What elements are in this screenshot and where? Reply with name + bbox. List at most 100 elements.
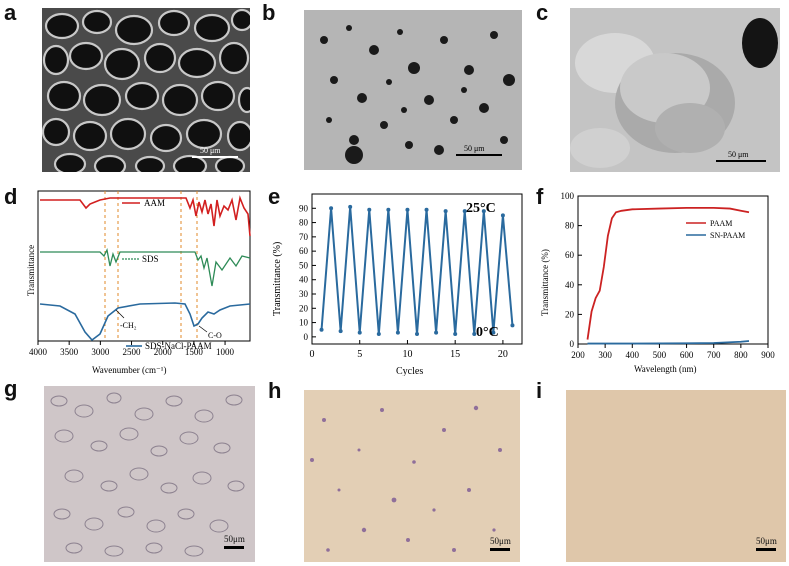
chart-f-xlabel: Wavelength (nm) <box>634 364 697 374</box>
chart-f-xtick-label: 500 <box>653 350 667 360</box>
chart-e-xtick-label: 15 <box>450 349 460 360</box>
sem-scale-label-a: 50 μm <box>200 146 221 155</box>
chart-e-point <box>415 332 419 336</box>
chart-e-point <box>386 207 391 212</box>
panel-label-f: f <box>536 184 544 209</box>
chart-d-xtick-label: 2500 <box>123 347 142 357</box>
chart-f-xtick-label: 400 <box>626 350 640 360</box>
chart-f-ytick-label: 20 <box>565 309 575 319</box>
chart-e-annotation-0c: 0°C <box>476 325 499 340</box>
chart-e-point <box>462 209 467 214</box>
chart-e-point <box>510 323 515 328</box>
chart-f-ytick-label: 0 <box>570 339 575 349</box>
panel-label-d: d <box>4 184 18 209</box>
sem-texture-c <box>570 8 780 172</box>
chart-f-ylabel: Transmittance (%) <box>540 249 550 316</box>
sem-scale-label-c: 50 μm <box>728 150 749 159</box>
chart-d-ylabel: Transmittance <box>26 245 36 296</box>
chart-d-frame <box>37 190 251 342</box>
chart-e-ytick-label: 90 <box>299 203 309 213</box>
panel-label-c: c <box>536 0 549 25</box>
chart-d-xtick-label: 1500 <box>185 347 204 357</box>
sem-image-c: 50 μm <box>570 8 780 172</box>
chart-e-point <box>472 332 477 336</box>
chart-e-ytick-label: 60 <box>299 246 309 256</box>
micro-scale-label-g: 50μm <box>224 534 245 544</box>
sem-texture-a <box>42 8 250 172</box>
sem-scale-label-b: 50 μm <box>464 144 485 153</box>
chart-e-xtick-label: 0 <box>310 349 315 360</box>
chart-e-point <box>329 206 334 211</box>
chart-d-xtick-label: 3000 <box>91 347 110 357</box>
micro-scalebar-i <box>756 548 776 551</box>
chart-e-xtick-label: 5 <box>357 349 362 360</box>
chart-e-ytick-label: 40 <box>299 275 309 285</box>
chart-d: AAM SDS SDS-NaCl-PAAM -CH₂ C-O Transmitt… <box>26 190 251 375</box>
micro-texture-g <box>44 386 255 562</box>
chart-f-plot <box>586 206 750 345</box>
chart-e-ytick-label: 50 <box>299 260 309 270</box>
chart-e-point <box>453 332 458 336</box>
sem-scalebar-a <box>192 156 238 158</box>
panel-label-g: g <box>4 376 18 401</box>
chart-f-xtick-label: 700 <box>707 350 721 360</box>
chart-d-annotation-co: C-O <box>208 331 222 340</box>
chart-f-xtick-label: 200 <box>571 350 585 360</box>
micro-scale-label-h: 50μm <box>490 536 511 546</box>
chart-e-frame <box>311 193 523 345</box>
chart-e-point <box>424 207 429 212</box>
chart-f-legend-sn-paam: SN-PAAM <box>710 231 745 240</box>
sem-image-a: 50 μm <box>42 8 250 172</box>
sem-texture-b <box>304 10 522 170</box>
chart-e-annotation-25c: 25°C <box>466 201 496 216</box>
chart-e-ytick-label: 10 <box>299 318 309 328</box>
chart-e-ytick-label: 70 <box>299 232 309 242</box>
chart-f-yticks: 0 20 40 60 80 100 <box>561 191 582 349</box>
chart-e-plot <box>319 204 515 336</box>
chart-f-ytick-label: 40 <box>565 280 575 290</box>
chart-e-ylabel: Transmittance (%) <box>272 242 283 316</box>
chart-d-series-aam <box>40 195 251 237</box>
chart-e-xtick-label: 10 <box>402 349 412 360</box>
panel-label-b: b <box>262 0 276 25</box>
chart-e-ytick-label: 30 <box>299 289 309 299</box>
chart-d-arrow-ch2 <box>115 309 125 319</box>
chart-d-legend-aam: AAM <box>144 198 165 208</box>
micro-texture-h <box>304 390 520 562</box>
micro-image-i: 50μm <box>566 390 786 562</box>
chart-e-point <box>367 207 372 212</box>
chart-d-xtick-label: 3500 <box>60 347 79 357</box>
panel-label-a: a <box>4 0 17 25</box>
chart-e-point <box>357 330 362 335</box>
chart-e-ytick-label: 0 <box>304 332 309 342</box>
chart-e-xticks: 0 5 10 15 20 <box>310 340 508 360</box>
chart-d-series-sds <box>40 247 251 287</box>
chart-d-xtick-label: 1000 <box>216 347 235 357</box>
chart-e-point <box>481 209 486 214</box>
chart-d-xtick-label: 4000 <box>29 347 48 357</box>
chart-f-frame <box>577 195 769 345</box>
sem-scalebar-c <box>716 160 766 162</box>
chart-f-xtick-label: 900 <box>761 350 775 360</box>
chart-e-point <box>348 204 353 209</box>
chart-d-xlabel: Wavenumber (cm⁻¹) <box>92 365 166 375</box>
panel-label-h: h <box>268 378 282 403</box>
micro-scalebar-g <box>224 546 244 549</box>
micro-image-h: 50μm <box>304 390 520 562</box>
chart-f-series-paam <box>586 206 750 340</box>
chart-e-point <box>319 327 324 332</box>
sem-scalebar-b <box>456 154 502 156</box>
chart-e-point <box>338 329 343 334</box>
panel-label-e: e <box>268 184 281 209</box>
chart-d-arrow-co <box>198 325 208 333</box>
chart-e-xtick-label: 20 <box>498 349 508 360</box>
chart-e-point <box>376 332 381 336</box>
chart-e-ytick-label: 80 <box>299 218 309 228</box>
chart-f-ytick-label: 100 <box>561 191 575 201</box>
chart-f-xtick-label: 800 <box>734 350 748 360</box>
micro-image-g: 50μm <box>44 386 255 562</box>
chart-f-ytick-label: 60 <box>565 250 575 260</box>
chart-e-point <box>491 330 496 335</box>
chart-f-ytick-label: 80 <box>565 221 575 231</box>
chart-e-point <box>500 213 505 218</box>
